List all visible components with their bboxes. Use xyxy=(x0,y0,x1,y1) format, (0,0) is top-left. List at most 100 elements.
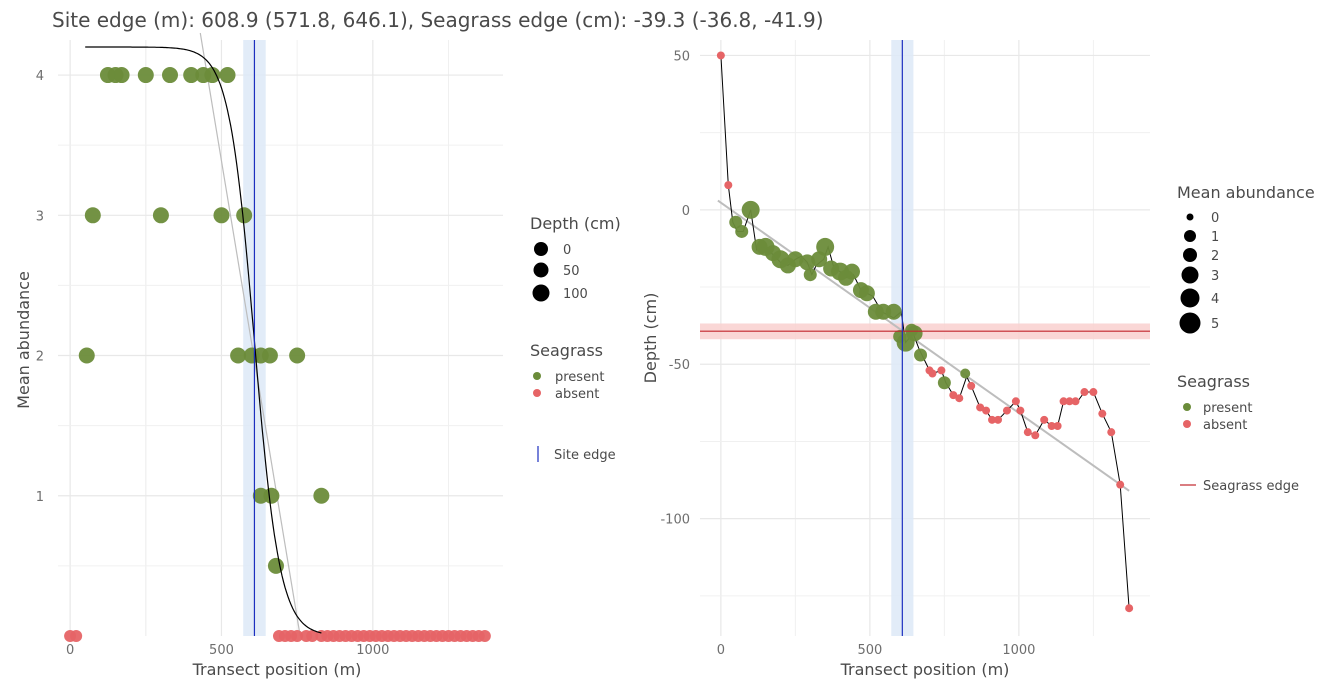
right-point-absent xyxy=(1089,388,1098,397)
left-x-axis-title: Transect position (m) xyxy=(192,660,362,679)
right-y-axis-title: Depth (cm) xyxy=(641,293,660,384)
right-point-present xyxy=(960,368,971,379)
right-point-absent xyxy=(967,381,976,390)
right-color-legend-label: present xyxy=(1203,401,1252,416)
right-y-tick-label: -50 xyxy=(669,358,690,373)
left-point-present xyxy=(162,67,179,84)
right-point-absent xyxy=(1016,406,1025,415)
right-point-absent xyxy=(949,391,958,400)
right-point-present xyxy=(937,376,951,390)
left-point-present xyxy=(219,67,236,84)
left-x-tick-label: 0 xyxy=(66,643,74,658)
left-size-legend-label: 0 xyxy=(563,243,571,258)
left-point-present xyxy=(137,67,154,84)
left-point-present xyxy=(230,347,247,364)
right-point-present xyxy=(914,348,928,362)
right-color-legend-key xyxy=(1183,403,1191,411)
right-point-absent xyxy=(1040,415,1049,424)
right-size-legend-key xyxy=(1180,288,1200,308)
left-size-legend-title: Depth (cm) xyxy=(530,214,621,233)
left-y-tick-label: 2 xyxy=(36,350,44,365)
right-point-absent xyxy=(1080,388,1089,397)
right-point-absent xyxy=(1125,604,1134,613)
right-point-absent xyxy=(982,406,991,415)
left-y-axis-title: Mean abundance xyxy=(14,271,33,409)
right-point-present xyxy=(858,285,875,302)
right-x-tick-label: 1000 xyxy=(1002,643,1035,658)
right-size-legend-title: Mean abundance xyxy=(1177,183,1315,202)
right-point-present xyxy=(885,303,902,320)
right-color-legend-label: absent xyxy=(1203,418,1247,433)
right-trend-line xyxy=(717,199,1130,492)
right-point-present xyxy=(816,237,835,256)
right-y-tick-label: -100 xyxy=(660,513,690,528)
right-point-absent xyxy=(1053,422,1062,431)
right-point-present xyxy=(741,200,760,219)
right-size-legend-key xyxy=(1179,312,1201,334)
right-y-tick-label: 0 xyxy=(682,204,690,219)
right-point-present xyxy=(803,268,817,282)
right-point-absent xyxy=(976,403,985,412)
right-point-absent xyxy=(928,369,937,378)
right-point-absent xyxy=(1116,480,1125,489)
left-point-present xyxy=(78,347,95,364)
left-color-legend-key xyxy=(533,389,541,397)
right-point-absent xyxy=(1107,428,1116,437)
right-color-legend-key xyxy=(1183,420,1191,428)
left-point-present xyxy=(236,207,253,224)
right-point-absent xyxy=(994,415,1003,424)
right-point-absent xyxy=(988,415,997,424)
right-point-absent xyxy=(955,394,964,403)
left-point-present xyxy=(152,207,169,224)
left-logistic-fit-curve xyxy=(85,46,322,634)
right-x-axis-title: Transect position (m) xyxy=(840,660,1010,679)
left-x-tick-label: 500 xyxy=(209,643,234,658)
left-size-legend-key xyxy=(532,284,550,302)
left-color-legend-label: absent xyxy=(555,387,599,402)
right-point-absent xyxy=(1071,397,1080,406)
right-size-legend-label: 0 xyxy=(1211,211,1219,226)
right-point-present xyxy=(735,224,749,238)
page-title: Site edge (m): 608.9 (571.8, 646.1), Sea… xyxy=(52,8,824,32)
right-x-tick-label: 500 xyxy=(857,643,882,658)
left-gridlines xyxy=(58,40,503,636)
right-point-absent xyxy=(1047,422,1056,431)
right-point-absent xyxy=(1011,397,1020,406)
right-point-absent xyxy=(1002,406,1011,415)
left-line-legend-label: Site edge xyxy=(554,448,616,463)
left-color-legend-key xyxy=(533,372,541,380)
left-point-present xyxy=(263,487,280,504)
right-color-legend-title: Seagrass xyxy=(1177,372,1250,391)
right-size-legend-label: 4 xyxy=(1211,292,1219,307)
right-y-tick-label: 50 xyxy=(673,49,690,64)
left-point-absent xyxy=(306,630,319,642)
right-point-present xyxy=(906,325,923,342)
right-point-absent xyxy=(1031,431,1040,440)
left-point-present xyxy=(267,557,284,574)
right-point-absent xyxy=(716,51,725,60)
left-point-present xyxy=(313,487,330,504)
right-point-absent xyxy=(937,366,946,375)
left-y-tick-label: 1 xyxy=(36,490,44,505)
right-size-legend-key xyxy=(1184,230,1196,242)
right-point-absent xyxy=(1098,409,1107,418)
left-color-legend-title: Seagrass xyxy=(530,341,603,360)
left-point-present xyxy=(113,67,130,84)
right-point-absent xyxy=(1059,397,1068,406)
right-size-legend-key xyxy=(1186,213,1194,221)
left-point-absent xyxy=(70,630,83,642)
left-size-legend-key xyxy=(533,262,549,278)
right-size-legend-label: 1 xyxy=(1211,230,1219,245)
left-point-present xyxy=(204,67,221,84)
left-points xyxy=(64,67,491,642)
left-point-absent xyxy=(478,630,491,642)
left-point-present xyxy=(289,347,306,364)
left-tangent-line xyxy=(199,32,301,637)
left-x-tick-label: 1000 xyxy=(356,643,389,658)
right-point-absent xyxy=(724,181,733,190)
right-size-legend-key xyxy=(1183,248,1197,262)
left-size-legend-key xyxy=(534,242,548,256)
right-size-legend-label: 3 xyxy=(1211,269,1219,284)
right-points xyxy=(716,51,1134,613)
right-point-absent xyxy=(1023,428,1032,437)
